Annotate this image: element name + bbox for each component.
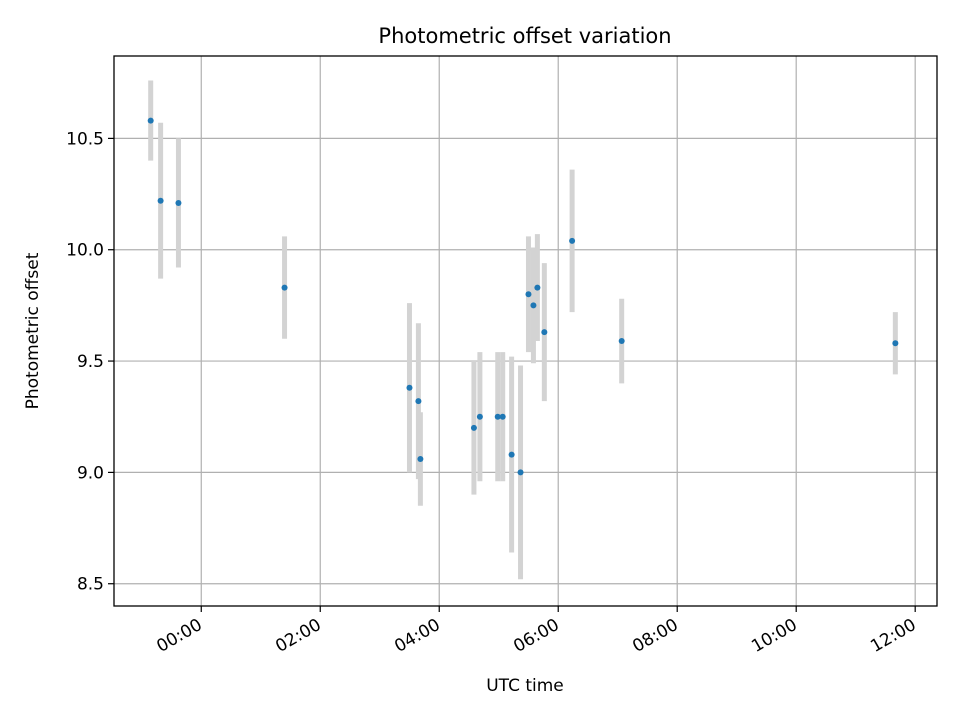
data-point [476, 413, 483, 420]
data-point [892, 340, 899, 347]
y-axis: 8.5 9.0 9.5 10.0 10.5 [66, 129, 114, 595]
data-point [417, 456, 424, 463]
data-point [281, 284, 288, 291]
data-point [470, 424, 477, 431]
data-point [147, 117, 154, 124]
grid [114, 56, 937, 606]
y-tick-label: 9.0 [77, 463, 104, 483]
data-point [406, 384, 413, 391]
data-point [499, 413, 506, 420]
plot-frame [113, 55, 938, 607]
data-point [517, 469, 524, 476]
data-point [415, 398, 422, 405]
y-tick-label: 10.0 [66, 241, 104, 261]
data-point [175, 199, 182, 206]
chart-title: Photometric offset variation [378, 24, 671, 48]
y-tick-label: 10.5 [66, 129, 104, 149]
data-point [618, 338, 625, 345]
data-point [530, 302, 537, 309]
x-axis-label: UTC time [486, 676, 564, 696]
y-tick-label: 8.5 [77, 575, 104, 595]
data-point [157, 197, 164, 204]
y-axis-label: Photometric offset [23, 252, 43, 409]
data-point [525, 291, 532, 298]
data-point [569, 237, 576, 244]
y-tick-label: 9.5 [77, 352, 104, 372]
data-point [534, 284, 541, 291]
data-point [494, 413, 501, 420]
data-points [147, 117, 899, 476]
data-point [541, 329, 548, 336]
data-point [508, 451, 515, 458]
